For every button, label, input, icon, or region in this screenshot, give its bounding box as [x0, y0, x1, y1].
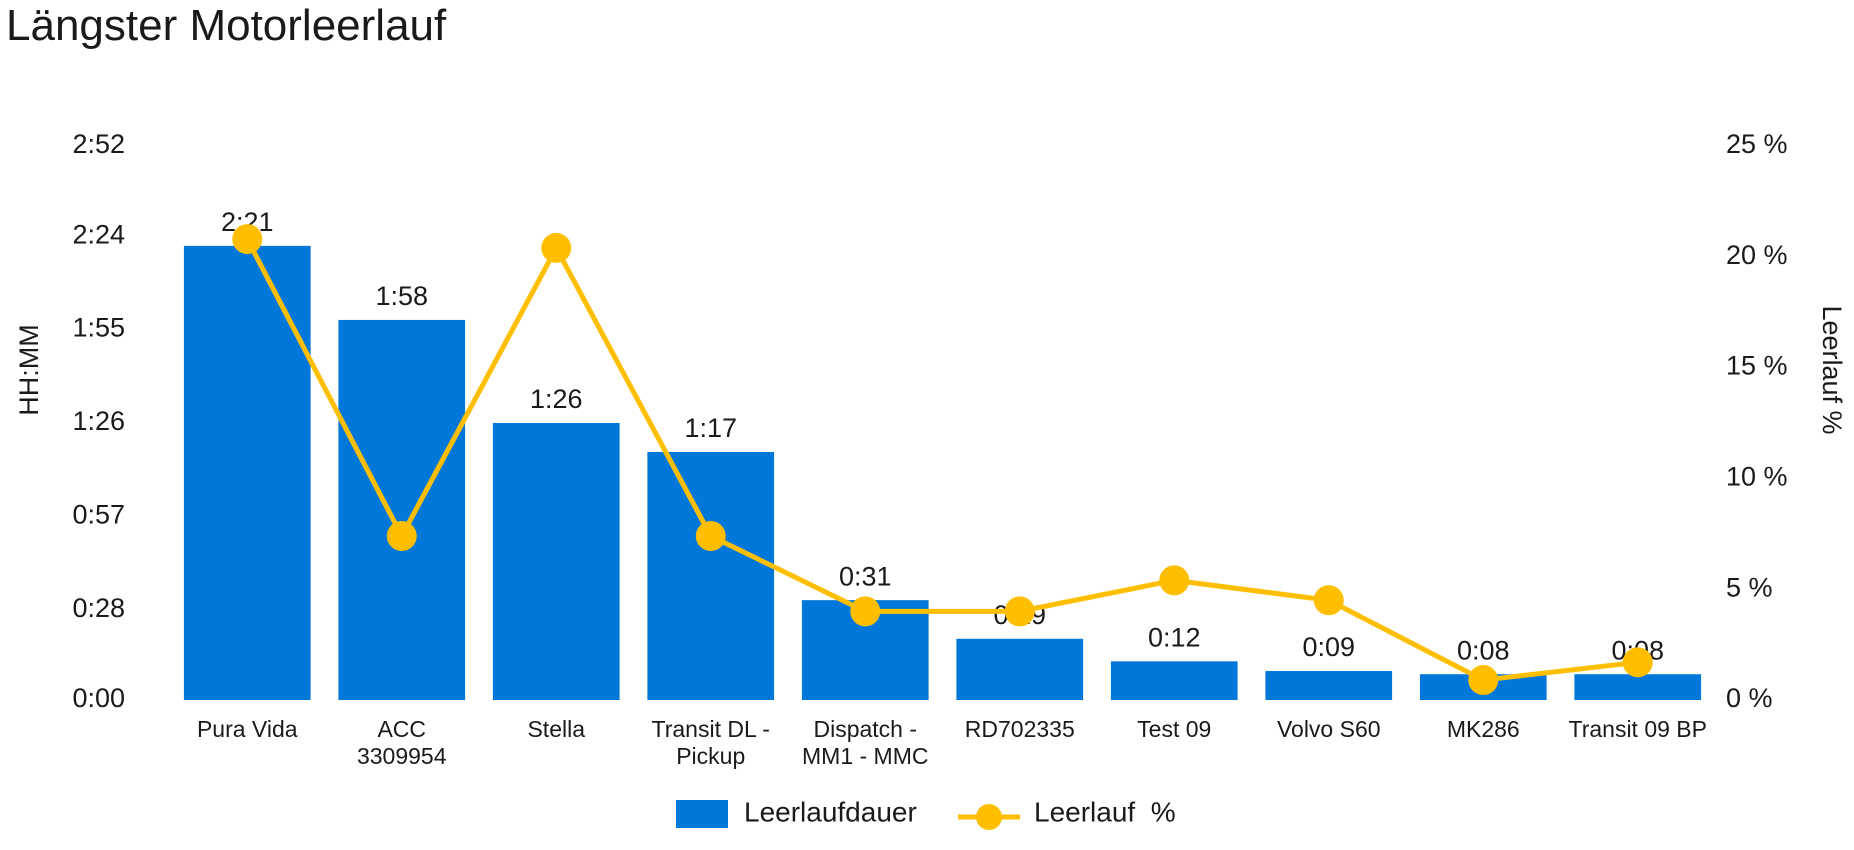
bar	[1265, 671, 1393, 700]
bar-data-label: 0:12	[1148, 622, 1201, 652]
x-tick-label: Pura Vida	[197, 716, 298, 742]
x-axis: Pura Vida ACC 3309954 Stella Transit DL -Pic…	[197, 716, 1707, 769]
bar-data-label: 0:09	[1302, 632, 1355, 662]
legend-label-bar: Leerlaufdauer	[744, 796, 917, 827]
y-right-tick-label: 15 %	[1726, 351, 1788, 381]
y-right-tick-label: 5 %	[1726, 572, 1773, 602]
y-right-tick-label: 10 %	[1726, 462, 1788, 492]
line-point	[386, 521, 417, 552]
line-point	[232, 224, 263, 255]
y-right-tick-label: 20 %	[1726, 240, 1788, 270]
y-axis-left-title: HH:MM	[14, 324, 44, 415]
y-axis-right-title: Leerlauf %	[1817, 305, 1847, 434]
bar	[1574, 674, 1702, 700]
line-point	[1622, 647, 1653, 678]
x-tick-label: Test 09	[1137, 716, 1211, 742]
x-tick-label: ACC 3309954	[357, 716, 447, 769]
bar-data-label: 1:17	[684, 413, 737, 443]
bar-data-label: 0:08	[1457, 635, 1510, 665]
y-right-tick-label: 0 %	[1726, 683, 1773, 713]
y-left-tick-label: 2:24	[72, 219, 125, 249]
bar	[647, 451, 775, 700]
y-left-tick-label: 1:26	[72, 406, 125, 436]
bar-data-label: 1:26	[530, 384, 583, 414]
bar-data-label: 0:31	[839, 561, 892, 591]
line-series	[232, 224, 1653, 696]
line-point	[1313, 585, 1344, 616]
y-left-tick-label: 0:00	[72, 683, 125, 713]
y-left-tick-label: 0:57	[72, 500, 125, 530]
y-left-tick-label: 1:55	[72, 313, 125, 343]
line-point	[1468, 665, 1499, 696]
series-line	[245, 237, 1639, 683]
y-left-tick-label: 2:52	[72, 129, 125, 159]
line-point	[541, 232, 572, 263]
legend: Leerlaufdauer Leerlauf %	[676, 796, 1176, 830]
bar	[183, 245, 311, 701]
legend-label-line: Leerlauf %	[1034, 796, 1176, 827]
line-point	[695, 521, 726, 552]
x-tick-label: Transit DL -Pickup	[652, 716, 770, 769]
x-tick-label: Dispatch -MM1 - MMC	[802, 716, 928, 769]
legend-marker	[976, 804, 1002, 830]
bar	[338, 319, 466, 700]
y-left-tick-label: 0:28	[72, 593, 125, 623]
chart-title: Längster Motorleerlauf	[6, 1, 447, 50]
bar-data-label: 1:58	[375, 281, 428, 311]
line-point	[1159, 565, 1190, 596]
legend-swatch-bar	[676, 800, 728, 828]
x-tick-label: MK286	[1447, 716, 1520, 742]
line-point	[850, 596, 881, 627]
y-right-tick-label: 25 %	[1726, 129, 1788, 159]
y-axis-left: 0:00 0:28 0:57 1:26 1:55 2:24 2:52	[72, 129, 125, 713]
x-tick-label: Transit 09 BP	[1569, 716, 1707, 742]
bar-series	[183, 245, 1702, 701]
x-tick-label: Stella	[527, 716, 585, 742]
line-point	[1004, 596, 1035, 627]
y-axis-right: 0 % 5 % 10 % 15 % 20 % 25 %	[1726, 129, 1788, 713]
x-tick-label: RD702335	[965, 716, 1075, 742]
bar	[956, 638, 1084, 700]
bar	[1110, 661, 1238, 700]
bar	[492, 423, 620, 700]
x-tick-label: Volvo S60	[1277, 716, 1381, 742]
